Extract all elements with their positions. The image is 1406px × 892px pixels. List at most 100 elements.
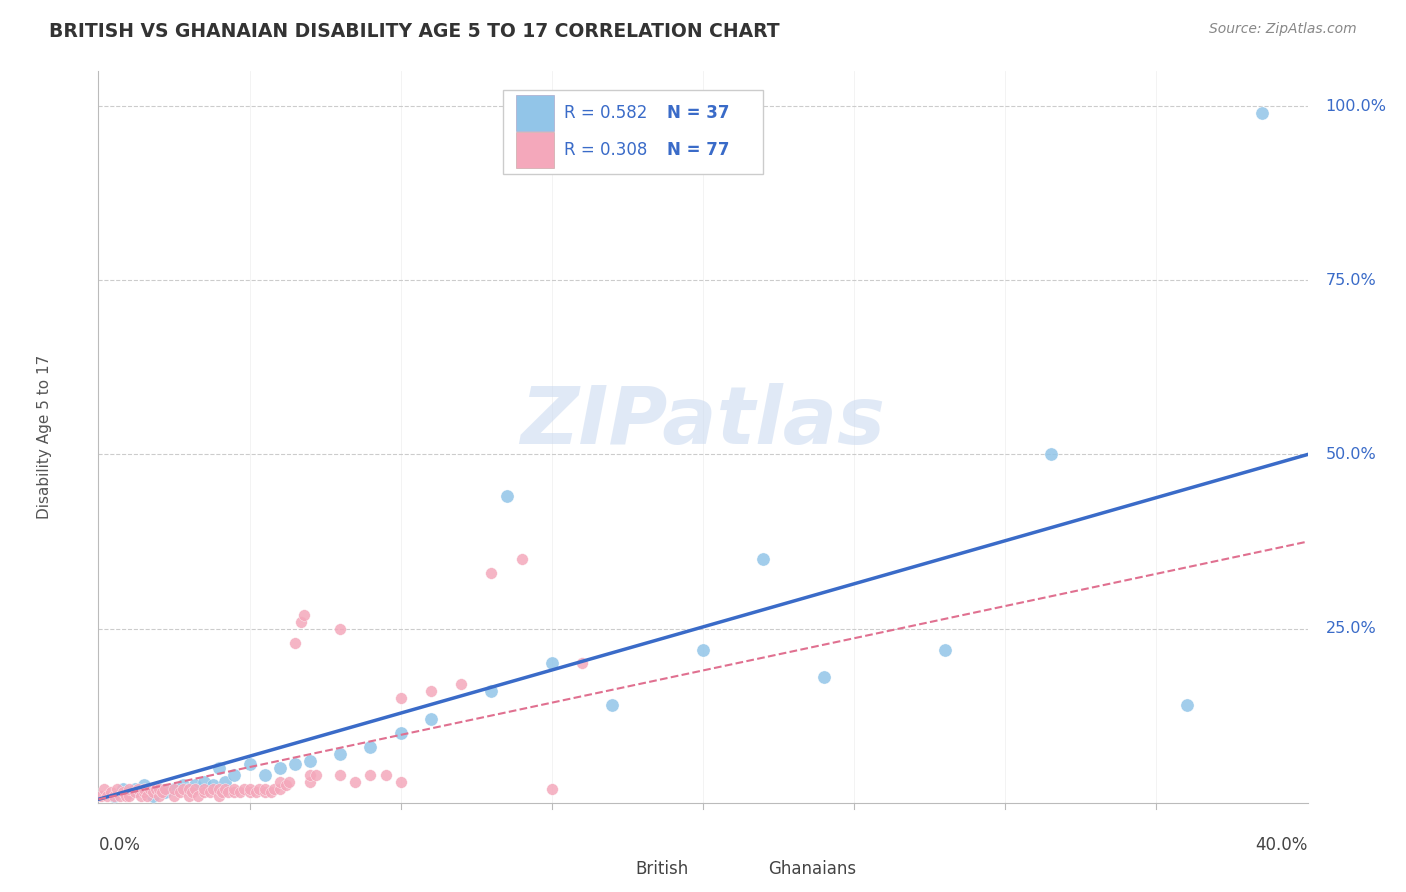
Text: 40.0%: 40.0% <box>1256 836 1308 854</box>
Point <box>292 607 315 622</box>
Point <box>202 781 225 796</box>
Point <box>389 726 412 740</box>
FancyBboxPatch shape <box>592 855 630 888</box>
Point <box>114 789 136 803</box>
Point <box>124 785 146 799</box>
Point <box>360 740 382 755</box>
Point <box>118 781 141 796</box>
Point <box>253 785 276 799</box>
Point <box>163 781 186 796</box>
Text: 50.0%: 50.0% <box>1326 447 1376 462</box>
Text: 75.0%: 75.0% <box>1326 273 1376 288</box>
Point <box>1039 448 1062 462</box>
Point <box>108 789 131 803</box>
Point <box>269 775 291 789</box>
Point <box>274 778 297 792</box>
Point <box>510 552 533 566</box>
Point <box>129 789 152 803</box>
Point <box>495 489 517 503</box>
Point <box>420 684 443 698</box>
Point <box>813 670 835 684</box>
Point <box>260 785 283 799</box>
Point <box>132 781 155 796</box>
Point <box>247 781 270 796</box>
Point <box>163 781 186 796</box>
Point <box>360 768 382 782</box>
Point <box>150 785 173 799</box>
Point <box>96 789 118 803</box>
Point <box>329 747 352 761</box>
Point <box>290 615 312 629</box>
Text: R = 0.308: R = 0.308 <box>564 141 647 159</box>
Point <box>179 781 201 796</box>
Point <box>103 789 125 803</box>
Point <box>692 642 714 657</box>
Text: N = 77: N = 77 <box>666 141 730 159</box>
Point <box>93 781 115 796</box>
Point <box>184 781 207 796</box>
Point <box>214 775 236 789</box>
Point <box>253 768 276 782</box>
Point <box>224 785 246 799</box>
Point <box>602 698 624 713</box>
Point <box>269 781 291 796</box>
Point <box>344 775 367 789</box>
Point <box>127 781 149 796</box>
Point <box>299 768 322 782</box>
Point <box>148 781 170 796</box>
Text: ZIPatlas: ZIPatlas <box>520 384 886 461</box>
Point <box>229 785 252 799</box>
Point <box>245 785 267 799</box>
Text: BRITISH VS GHANAIAN DISABILITY AGE 5 TO 17 CORRELATION CHART: BRITISH VS GHANAIAN DISABILITY AGE 5 TO … <box>49 22 780 41</box>
Point <box>139 781 162 796</box>
Point <box>239 781 262 796</box>
Point <box>111 781 134 796</box>
Point <box>211 785 233 799</box>
Text: Ghanaians: Ghanaians <box>768 860 856 878</box>
Point <box>208 761 231 775</box>
Point <box>193 775 215 789</box>
Text: 100.0%: 100.0% <box>1326 99 1386 113</box>
Point <box>934 642 956 657</box>
Point <box>132 778 155 792</box>
Point <box>450 677 472 691</box>
Point <box>239 785 262 799</box>
Point <box>208 789 231 803</box>
Point <box>193 785 215 799</box>
Point <box>172 778 194 792</box>
Point <box>389 775 412 789</box>
Point <box>1251 106 1274 120</box>
Text: 0.0%: 0.0% <box>98 836 141 854</box>
Point <box>277 775 299 789</box>
Text: N = 37: N = 37 <box>666 104 730 122</box>
Point <box>217 785 239 799</box>
Point <box>299 775 322 789</box>
Point <box>135 789 157 803</box>
Point <box>153 781 176 796</box>
Point <box>224 768 246 782</box>
Text: R = 0.582: R = 0.582 <box>564 104 647 122</box>
Point <box>118 785 141 799</box>
Point <box>90 789 112 803</box>
Point <box>571 657 593 671</box>
Point <box>184 778 207 792</box>
Point <box>389 691 412 706</box>
Point <box>208 781 231 796</box>
FancyBboxPatch shape <box>516 132 554 168</box>
Point <box>103 789 125 803</box>
FancyBboxPatch shape <box>724 855 763 888</box>
Text: British: British <box>636 860 689 878</box>
Point <box>100 785 122 799</box>
Point <box>187 789 209 803</box>
Point <box>145 781 167 796</box>
Point <box>111 785 134 799</box>
Point <box>142 789 165 803</box>
Point <box>232 781 254 796</box>
Point <box>181 785 204 799</box>
Point <box>142 785 165 799</box>
Point <box>540 657 562 671</box>
Point <box>284 635 307 649</box>
Point <box>284 757 307 772</box>
FancyBboxPatch shape <box>503 90 763 174</box>
Point <box>253 781 276 796</box>
